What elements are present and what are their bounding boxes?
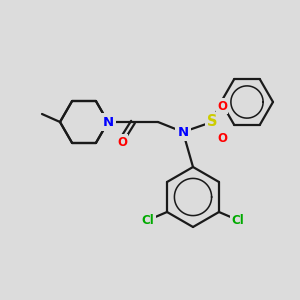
Text: O: O — [217, 131, 227, 145]
Text: O: O — [217, 100, 227, 112]
Text: N: N — [102, 116, 114, 128]
Text: O: O — [117, 136, 127, 148]
Text: Cl: Cl — [142, 214, 154, 226]
Text: N: N — [177, 125, 189, 139]
Text: S: S — [207, 115, 217, 130]
Text: N: N — [102, 116, 114, 128]
Text: Cl: Cl — [232, 214, 244, 226]
